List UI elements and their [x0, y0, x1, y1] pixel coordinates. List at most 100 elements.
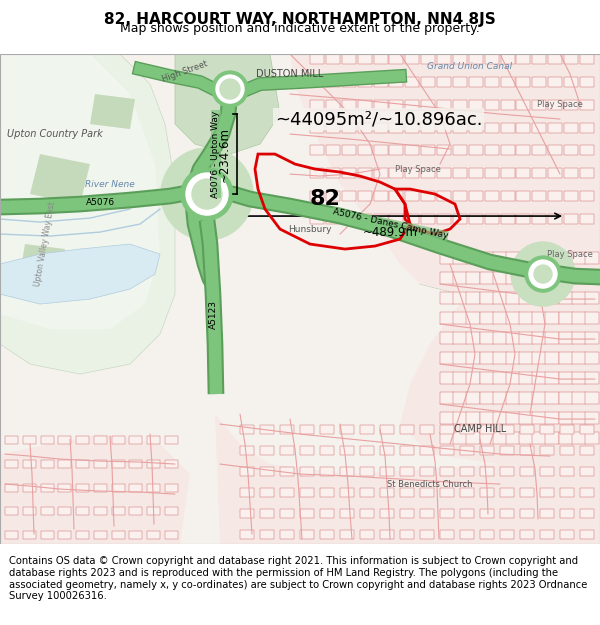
Bar — [320, 509, 334, 518]
Bar — [532, 372, 546, 384]
Bar — [440, 530, 454, 539]
Bar — [453, 168, 467, 178]
Bar — [440, 412, 454, 424]
Bar — [420, 488, 434, 497]
Polygon shape — [0, 54, 160, 329]
Bar — [400, 488, 414, 497]
Bar — [440, 272, 454, 284]
Bar — [41, 436, 53, 444]
Bar — [147, 436, 160, 444]
Bar — [130, 436, 142, 444]
Bar — [165, 460, 178, 468]
Bar — [469, 146, 483, 156]
Bar — [358, 77, 371, 87]
Bar — [405, 214, 419, 224]
Bar — [326, 122, 340, 132]
Polygon shape — [175, 54, 280, 154]
Bar — [280, 425, 294, 434]
Polygon shape — [215, 414, 600, 544]
Text: A5076 - Danes Camp Way: A5076 - Danes Camp Way — [332, 208, 448, 241]
Bar — [500, 425, 514, 434]
Bar — [112, 460, 125, 468]
Bar — [405, 54, 419, 64]
Bar — [405, 122, 419, 132]
Circle shape — [525, 256, 561, 292]
Bar — [389, 100, 403, 110]
Bar — [572, 252, 586, 264]
Bar — [326, 191, 340, 201]
Bar — [559, 292, 572, 304]
Bar — [485, 168, 499, 178]
Bar — [532, 392, 546, 404]
Bar — [506, 292, 520, 304]
Bar — [421, 122, 435, 132]
Bar — [519, 252, 533, 264]
Bar — [23, 531, 36, 539]
Bar — [548, 77, 562, 87]
Bar — [41, 460, 53, 468]
Bar — [545, 432, 559, 444]
Bar — [519, 412, 533, 424]
Bar — [260, 446, 274, 455]
Circle shape — [186, 173, 228, 215]
Text: Play Space: Play Space — [395, 164, 441, 174]
Bar — [380, 488, 394, 497]
Bar — [520, 488, 534, 497]
Text: Play Space: Play Space — [537, 99, 583, 109]
Bar — [532, 122, 547, 132]
Bar — [165, 508, 178, 515]
Bar — [517, 100, 530, 110]
Bar — [360, 446, 374, 455]
Bar — [405, 146, 419, 156]
Bar — [23, 508, 36, 515]
Bar — [358, 100, 371, 110]
Bar — [480, 530, 494, 539]
Bar — [580, 446, 594, 455]
Polygon shape — [420, 219, 560, 294]
Bar — [564, 168, 578, 178]
Bar — [23, 436, 36, 444]
Bar — [389, 54, 403, 64]
Bar — [5, 531, 18, 539]
Bar — [76, 460, 89, 468]
Bar — [572, 332, 586, 344]
Text: Upton Country Park: Upton Country Park — [7, 129, 103, 139]
Bar — [440, 312, 454, 324]
Bar — [545, 272, 559, 284]
Bar — [560, 488, 574, 497]
Bar — [532, 168, 547, 178]
Bar — [440, 467, 454, 476]
Bar — [112, 484, 125, 491]
Bar — [479, 372, 494, 384]
Bar — [559, 432, 572, 444]
Bar — [580, 100, 594, 110]
Circle shape — [216, 75, 244, 103]
Bar — [240, 530, 254, 539]
Bar — [360, 509, 374, 518]
Bar — [466, 412, 481, 424]
Bar — [580, 191, 594, 201]
Text: ~234.6m: ~234.6m — [218, 126, 231, 181]
Bar — [374, 122, 388, 132]
Bar — [466, 312, 481, 324]
Bar — [165, 484, 178, 491]
Bar — [389, 122, 403, 132]
Bar — [112, 531, 125, 539]
Bar — [130, 508, 142, 515]
Text: A5076: A5076 — [85, 198, 115, 206]
Bar — [326, 214, 340, 224]
Bar — [493, 292, 507, 304]
Bar — [564, 146, 578, 156]
Bar — [506, 252, 520, 264]
Bar — [374, 191, 388, 201]
Bar — [485, 122, 499, 132]
Bar — [506, 312, 520, 324]
Bar — [280, 509, 294, 518]
Bar — [500, 168, 515, 178]
Bar — [479, 252, 494, 264]
Bar — [453, 54, 467, 64]
Bar — [280, 530, 294, 539]
Bar — [564, 77, 578, 87]
Bar — [374, 146, 388, 156]
Bar — [380, 425, 394, 434]
